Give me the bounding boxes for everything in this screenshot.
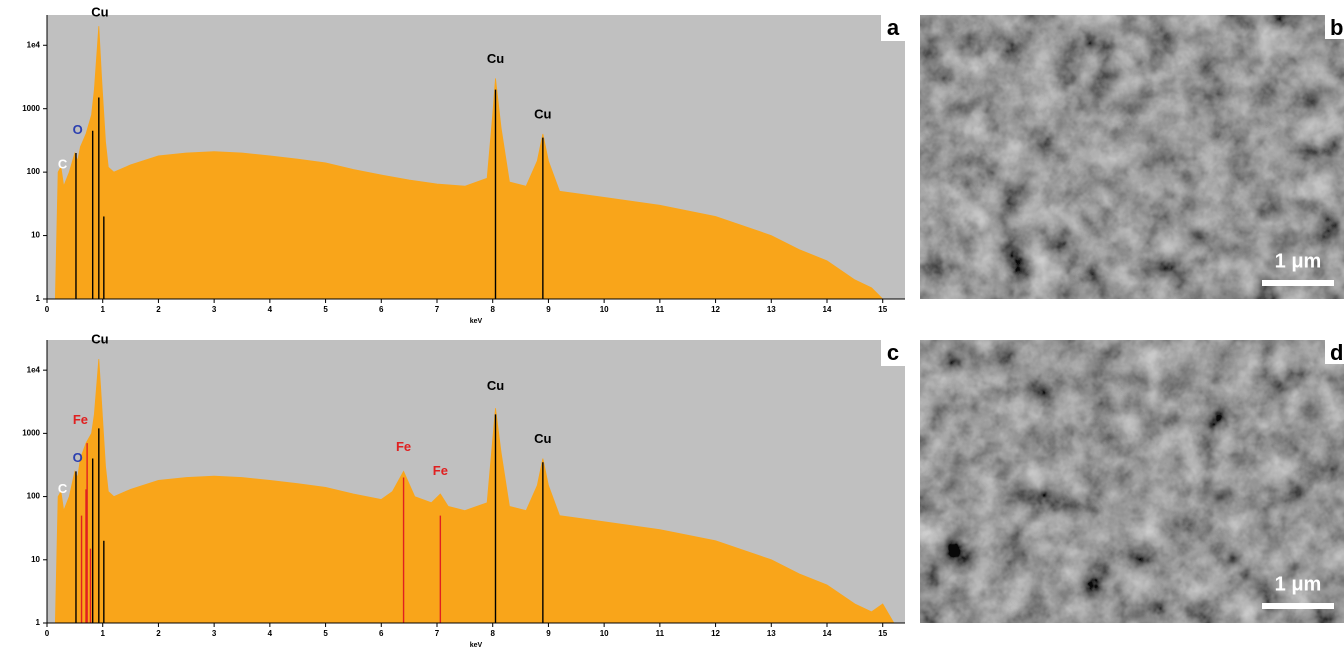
x-tick-label: 5 — [323, 629, 328, 638]
scale-label: 1 μm — [1275, 250, 1322, 272]
x-tick-label: 13 — [767, 629, 776, 638]
sem-image: 1 μm b — [920, 15, 1344, 299]
x-tick-label: 5 — [323, 305, 328, 314]
y-tick-label: 1000 — [22, 428, 40, 437]
x-tick-label: 6 — [379, 629, 384, 638]
x-tick-label: 13 — [767, 305, 776, 314]
y-tick-label: 100 — [27, 167, 41, 176]
element-label: Cu — [534, 431, 551, 446]
spectrum-area — [54, 358, 895, 624]
scale-bar — [1262, 280, 1334, 286]
element-label: Cu — [91, 5, 108, 20]
x-tick-label: 11 — [656, 629, 665, 638]
x-tick-label: 4 — [268, 629, 273, 638]
element-label: Cu — [487, 51, 504, 66]
element-label: Cu — [91, 331, 108, 346]
panel-label: b — [1330, 15, 1343, 40]
x-tick-label: 8 — [490, 629, 495, 638]
x-tick-label: 0 — [45, 629, 50, 638]
x-tick-label: 3 — [212, 629, 217, 638]
x-tick-label: 8 — [490, 305, 495, 314]
y-tick-label: 100 — [27, 492, 41, 501]
x-tick-label: 4 — [268, 305, 273, 314]
x-tick-label: 0 — [45, 305, 50, 314]
y-tick-label: 1 — [36, 618, 41, 627]
element-label: Cu — [534, 106, 551, 121]
x-tick-label: 9 — [546, 305, 551, 314]
x-tick-label: 7 — [435, 629, 440, 638]
image-texture — [920, 15, 1344, 299]
x-tick-label: 12 — [711, 305, 720, 314]
x-tick-label: 15 — [878, 305, 887, 314]
x-tick-label: 14 — [823, 305, 832, 314]
panel-box — [881, 340, 905, 366]
x-tick-label: 1 — [100, 629, 105, 638]
x-tick-label: 15 — [878, 629, 887, 638]
x-tick-label: 1 — [100, 305, 105, 314]
x-tick-label: 2 — [156, 629, 161, 638]
panel-label: d — [1330, 340, 1343, 365]
element-label: O — [73, 450, 83, 465]
element-label: Fe — [396, 439, 411, 454]
y-tick-label: 10 — [31, 555, 40, 564]
y-tick-label: 1e4 — [27, 365, 41, 374]
image-texture — [920, 340, 1344, 623]
scale-bar — [1262, 603, 1334, 609]
element-label: O — [73, 122, 83, 137]
x-tick-label: 10 — [600, 305, 609, 314]
panel-box — [1325, 15, 1344, 39]
panel-box — [881, 15, 905, 41]
x-tick-label: 6 — [379, 305, 384, 314]
element-label: Fe — [433, 463, 448, 478]
y-tick-label: 10 — [31, 231, 40, 240]
x-tick-label: 11 — [656, 305, 665, 314]
spectrum-area — [54, 26, 884, 300]
y-tick-label: 1000 — [22, 104, 40, 113]
panel-label: c — [887, 340, 899, 365]
x-tick-label: 14 — [823, 629, 832, 638]
y-tick-label: 1 — [36, 294, 41, 303]
x-tick-label: 9 — [546, 629, 551, 638]
x-axis-label: keV — [470, 318, 483, 325]
panel-box — [1325, 340, 1344, 364]
y-tick-label: 1e4 — [27, 40, 41, 49]
x-tick-label: 7 — [435, 305, 440, 314]
element-label: C — [58, 156, 68, 171]
x-axis-label: keV — [470, 642, 483, 649]
element-label: C — [58, 481, 68, 496]
x-tick-label: 12 — [711, 629, 720, 638]
element-label: Cu — [487, 378, 504, 393]
x-tick-label: 3 — [212, 305, 217, 314]
panel-label: a — [887, 15, 900, 40]
x-tick-label: 10 — [600, 629, 609, 638]
scale-label: 1 μm — [1275, 573, 1322, 595]
sem-image: 1 μm d — [920, 340, 1344, 623]
element-label: Fe — [73, 412, 88, 427]
x-tick-label: 2 — [156, 305, 161, 314]
